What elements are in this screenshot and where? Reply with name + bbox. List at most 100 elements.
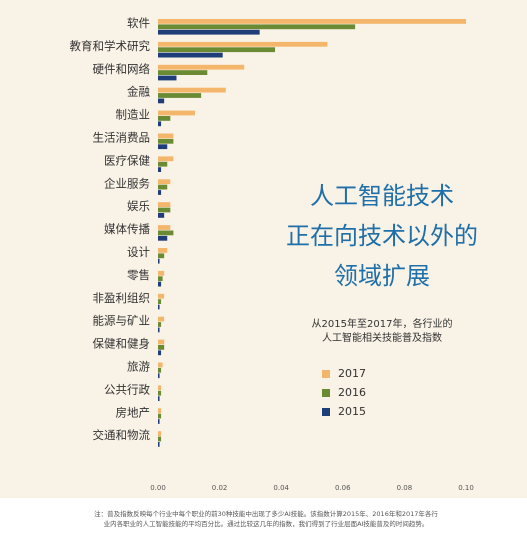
category-label: 零售 xyxy=(127,268,150,282)
bar-2015 xyxy=(158,373,160,379)
bar-2017 xyxy=(158,431,162,436)
bar-2016 xyxy=(158,390,162,396)
bar-2016 xyxy=(158,207,171,213)
bar-2015 xyxy=(158,258,160,264)
category-label: 房地产 xyxy=(116,405,151,419)
x-tick-label: 0.08 xyxy=(397,484,413,492)
bar-2015 xyxy=(158,396,160,401)
bar-2016 xyxy=(158,70,208,75)
bar-2015 xyxy=(158,350,162,356)
bar-2017 xyxy=(158,385,162,391)
headline-line-3: 领域扩展 xyxy=(334,262,430,290)
category-label: 非盈利组织 xyxy=(93,291,151,305)
legend-label-2016: 2016 xyxy=(338,386,366,399)
footnote-line-1: 注：普及指数反映每个行业中每个职业的前30种技能中出现了多少AI技能。该指数计算… xyxy=(94,510,438,518)
bar-2017 xyxy=(158,64,245,70)
subtitle-line-1: 从2015年至2017年，各行业的 xyxy=(311,319,453,330)
bar-2016 xyxy=(158,299,162,304)
legend-swatch-2017 xyxy=(322,369,330,378)
headline-line-1: 人工智能技术 xyxy=(310,182,454,210)
category-label: 企业服务 xyxy=(104,176,150,190)
x-tick-label: 0.06 xyxy=(335,484,351,492)
category-label: 娱乐 xyxy=(127,199,150,213)
bar-2017 xyxy=(158,408,162,414)
legend-swatch-2015 xyxy=(322,407,330,416)
bar-2015 xyxy=(158,213,165,218)
bar-2016 xyxy=(158,93,202,98)
subtitle: 从2015年至2017年，各行业的 人工智能相关技能普及指数 xyxy=(262,318,502,346)
legend-item-2016: 2016 xyxy=(322,383,366,402)
bar-2015 xyxy=(158,419,160,424)
bar-2015 xyxy=(158,442,160,447)
bar-2017 xyxy=(158,19,466,24)
bar-2016 xyxy=(158,345,165,350)
bar-2017 xyxy=(158,316,165,322)
bar-2017 xyxy=(158,248,168,253)
legend-item-2015: 2015 xyxy=(322,402,366,421)
legend-label-2017: 2017 xyxy=(338,367,366,380)
bar-2017 xyxy=(158,156,174,162)
bar-2017 xyxy=(158,110,195,116)
bar-2016 xyxy=(158,436,162,442)
bar-2016 xyxy=(158,276,163,282)
bar-2016 xyxy=(158,230,174,236)
legend-swatch-2016 xyxy=(322,388,330,397)
chart-panel xyxy=(0,0,527,498)
bar-2016 xyxy=(158,116,171,121)
category-label: 设计 xyxy=(127,245,150,259)
category-label: 医疗保健 xyxy=(104,153,150,167)
bar-2016 xyxy=(158,47,276,53)
bar-2015 xyxy=(158,75,177,81)
category-label: 公共行政 xyxy=(104,382,150,396)
category-label: 旅游 xyxy=(127,360,150,374)
bar-2016 xyxy=(158,138,174,144)
bar-2016 xyxy=(158,322,162,327)
bar-2015 xyxy=(158,304,160,310)
bar-2016 xyxy=(158,253,165,259)
subtitle-line-2: 人工智能相关技能普及指数 xyxy=(322,333,442,344)
bar-2017 xyxy=(158,202,171,207)
bar-2017 xyxy=(158,87,226,93)
footnote: 注：普及指数反映每个行业中每个职业的前30种技能中出现了多少AI技能。该指数计算… xyxy=(66,509,466,529)
x-tick-label: 0.10 xyxy=(458,484,474,492)
bar-2015 xyxy=(158,144,168,150)
category-label: 媒体传播 xyxy=(104,222,150,236)
bar-2015 xyxy=(158,29,260,35)
bar-2015 xyxy=(158,281,162,287)
category-label: 能源与矿业 xyxy=(93,314,151,328)
bar-2015 xyxy=(158,190,162,195)
bar-2016 xyxy=(158,184,168,190)
bar-2017 xyxy=(158,179,171,185)
bar-2015 xyxy=(158,52,223,58)
bar-2017 xyxy=(158,362,163,368)
bar-2015 xyxy=(158,98,165,104)
bar-2015 xyxy=(158,327,160,333)
bar-2016 xyxy=(158,161,168,167)
bar-2017 xyxy=(158,339,165,345)
bar-2017 xyxy=(158,270,165,276)
bar-2016 xyxy=(158,413,162,419)
headline-line-2: 正在向技术以外的 xyxy=(286,222,478,250)
bar-2016 xyxy=(158,24,356,30)
bar-2017 xyxy=(158,225,171,230)
footnote-line-2: 业内各职业的人工智能技能的平均百分比。通过比较这几年的指数，我们得到了行业层面A… xyxy=(103,520,429,528)
category-label: 金融 xyxy=(127,85,150,99)
category-label: 软件 xyxy=(127,16,150,30)
category-label: 硬件和网络 xyxy=(93,62,151,76)
legend-item-2017: 2017 xyxy=(322,364,366,383)
bar-2015 xyxy=(158,235,168,241)
category-label: 生活消费品 xyxy=(93,131,151,145)
headline: 人工智能技术 正在向技术以外的 领域扩展 xyxy=(262,176,502,296)
legend: 2017 2016 2015 xyxy=(322,364,366,421)
bar-2017 xyxy=(158,41,328,47)
x-tick-label: 0.00 xyxy=(150,484,166,492)
bar-2015 xyxy=(158,121,162,127)
legend-label-2015: 2015 xyxy=(338,405,366,418)
category-label: 制造业 xyxy=(116,108,151,122)
bar-2017 xyxy=(158,293,165,299)
category-label: 保健和健身 xyxy=(93,337,151,351)
bar-2016 xyxy=(158,367,162,373)
x-tick-label: 0.02 xyxy=(212,484,228,492)
category-label: 交通和物流 xyxy=(93,428,151,442)
